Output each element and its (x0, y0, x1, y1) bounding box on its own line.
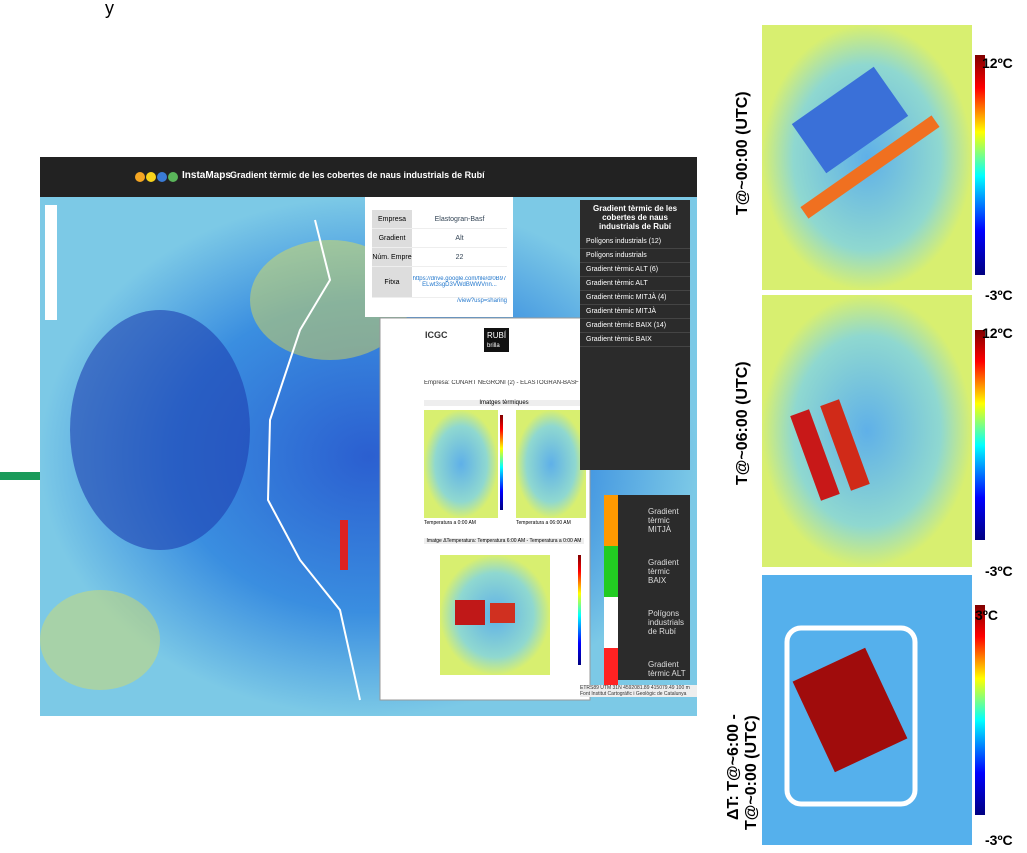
map-area (40, 590, 160, 690)
layers-panel: Gradient tèrmic de les cobertes de naus … (580, 200, 690, 470)
cropped-text: y (105, 0, 114, 18)
panel-label: T@~06:00 (UTC) (734, 361, 751, 485)
layer[interactable]: Polígons industrials (12) (580, 235, 690, 249)
cell: 22 (455, 253, 464, 261)
layer[interactable]: Gradient tèrmic MITJÀ (4) (580, 291, 690, 305)
hot-roof (340, 520, 348, 570)
brand: InstaMaps (182, 170, 231, 181)
panel-label: T@~00:00 (UTC) (734, 91, 751, 215)
panel-title: Gradient tèrmic de les cobertes de naus … (592, 204, 678, 231)
cell: Alt (455, 234, 464, 242)
polygon-outline (266, 219, 361, 701)
panel-image (762, 25, 972, 290)
panel-label: T@~0:00 (UTC) (743, 715, 760, 830)
colorbar-min: -3ºC (985, 832, 1013, 848)
layer[interactable]: Gradient tèrmic BAIX (14) (580, 319, 690, 333)
logo: ICGC (425, 330, 448, 340)
app-title: Gradient tèrmic de les cobertes de naus … (230, 170, 485, 180)
cell: Empresa (372, 210, 412, 228)
colorbar-max: 12ºC (982, 325, 1013, 341)
map-controls[interactable] (45, 205, 57, 320)
panel-label: ΔT: T@~6:00 - (725, 714, 742, 820)
popup-table: Empresa Elastogran-Basf Gradient Alt Núm. … (372, 210, 507, 304)
link[interactable]: https://drive.google.com/file/d/0B97ELwt… (412, 276, 507, 288)
layer[interactable]: Polígons industrials (580, 249, 690, 263)
cell: Gradient (372, 229, 412, 247)
legend: Gradient tèrmic MITJÀ Gradient tèrmic BA… (604, 495, 690, 690)
legend-item: Gradient tèrmic MITJÀ (604, 495, 690, 546)
colorbar (975, 605, 985, 815)
logo-text: RUBÍ (487, 331, 507, 340)
colorbar-min: -3ºC (985, 563, 1013, 579)
layer[interactable]: Gradient tèrmic BAIX (580, 333, 690, 347)
colorbar-min: -3ºC (985, 287, 1013, 303)
card-heading: Empresa: CUNART NEGRONI (2) - ELASTOGRAN… (424, 380, 584, 386)
layer[interactable]: Gradient tèrmic ALT (6) (580, 263, 690, 277)
cell: Fitxa (372, 267, 412, 297)
scale: 100 m (675, 685, 690, 691)
cell: Elastogran-Basf (434, 215, 485, 223)
caption: Temperatura a 06:00 AM (516, 520, 571, 526)
logo-text: brilla (487, 343, 500, 349)
section: Imatge ΔTemperatura: Temperatura 6:00 AM… (424, 538, 584, 544)
coords: ETRS89 UTM 31N 4592081.89 415079.49 (580, 685, 675, 691)
section: Imatges tèrmiques (424, 400, 584, 406)
legend-item: Gradient tèrmic ALT (604, 648, 690, 690)
colorbar-max: 3ºC (975, 607, 998, 623)
colorbar (975, 330, 985, 540)
link[interactable]: /view?usp=sharing (457, 298, 507, 304)
layer[interactable]: Gradient tèrmic MITJÀ (580, 305, 690, 319)
logo: RUBÍ brilla (484, 328, 510, 352)
caption: Temperatura a 0:00 AM (424, 520, 476, 526)
colorbar-max: 12ºC (982, 55, 1013, 71)
legend-item: Polígons industrials de Rubí (604, 597, 690, 648)
panel-image (762, 295, 972, 567)
footer: ETRS89 UTM 31N 4592081.89 415079.49 100 … (580, 685, 697, 697)
colorbar (975, 55, 985, 275)
source: Font Institut Cartogràfic i Geològic de … (580, 691, 687, 697)
map-area (70, 310, 250, 550)
cell: Núm. Empre (372, 248, 412, 266)
layer[interactable]: Gradient tèrmic ALT (580, 277, 690, 291)
legend-item: Gradient tèrmic BAIX (604, 546, 690, 597)
